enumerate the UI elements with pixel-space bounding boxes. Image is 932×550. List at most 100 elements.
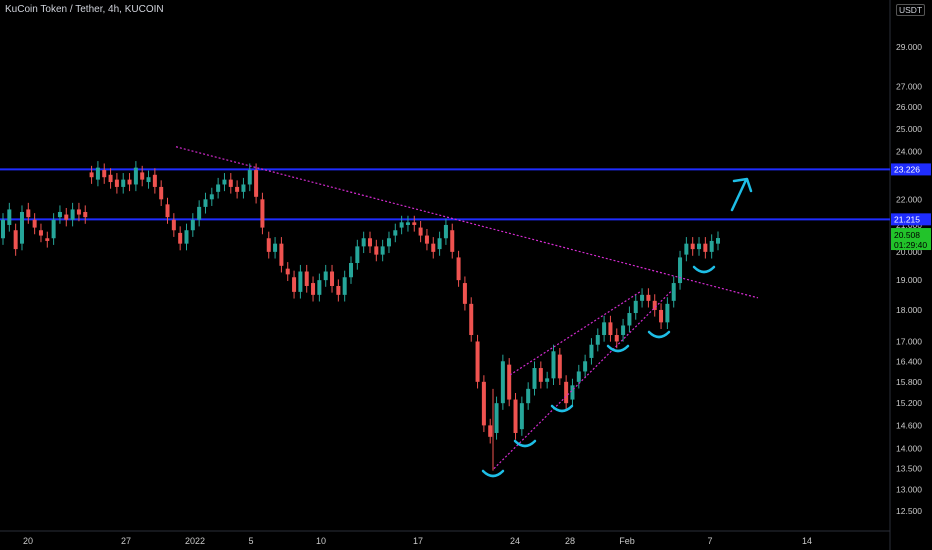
candle-body[interactable] xyxy=(89,172,94,178)
candle-body[interactable] xyxy=(241,184,246,192)
candle-body[interactable] xyxy=(108,174,113,183)
candle-body[interactable] xyxy=(146,177,151,183)
candle-body[interactable] xyxy=(405,222,410,225)
candle-body[interactable] xyxy=(102,170,107,178)
candle-body[interactable] xyxy=(342,277,347,295)
candle-body[interactable] xyxy=(678,257,683,284)
candle-body[interactable] xyxy=(646,294,651,301)
candle-body[interactable] xyxy=(254,170,259,197)
candle-body[interactable] xyxy=(475,341,480,382)
candle-body[interactable] xyxy=(456,257,461,281)
candle-body[interactable] xyxy=(437,238,442,250)
candle-body[interactable] xyxy=(178,232,183,244)
candle-body[interactable] xyxy=(26,209,31,218)
candle-body[interactable] xyxy=(380,246,385,255)
candle-body[interactable] xyxy=(570,385,575,400)
candle-body[interactable] xyxy=(159,186,164,200)
candle-body[interactable] xyxy=(538,368,543,382)
candle-body[interactable] xyxy=(576,371,581,382)
candle-body[interactable] xyxy=(443,224,448,239)
candle-body[interactable] xyxy=(665,303,670,323)
candle-body[interactable] xyxy=(589,344,594,358)
candle-body[interactable] xyxy=(412,222,417,225)
descending-trendline[interactable] xyxy=(175,146,759,299)
candle-body[interactable] xyxy=(70,209,75,220)
candle-body[interactable] xyxy=(532,368,537,389)
candle-body[interactable] xyxy=(323,271,328,281)
candle-body[interactable] xyxy=(7,209,12,225)
candle-body[interactable] xyxy=(481,381,486,426)
candle-body[interactable] xyxy=(266,238,271,252)
candle-body[interactable] xyxy=(545,378,550,382)
candle-body[interactable] xyxy=(602,322,607,336)
candle-body[interactable] xyxy=(621,325,626,336)
candle-body[interactable] xyxy=(260,199,265,228)
candle-body[interactable] xyxy=(557,354,562,379)
candle-body[interactable] xyxy=(564,381,569,404)
candle-body[interactable] xyxy=(450,230,455,252)
candle-body[interactable] xyxy=(690,243,695,250)
candle-body[interactable] xyxy=(399,222,404,228)
candle-body[interactable] xyxy=(361,238,366,247)
candle-body[interactable] xyxy=(273,243,278,252)
candle-body[interactable] xyxy=(494,403,499,433)
candle-body[interactable] xyxy=(652,300,657,310)
candle-body[interactable] xyxy=(462,283,467,304)
candle-body[interactable] xyxy=(235,186,240,192)
candle-body[interactable] xyxy=(608,322,613,336)
candle-body[interactable] xyxy=(640,294,645,301)
candle-body[interactable] xyxy=(13,230,18,250)
candle-body[interactable] xyxy=(716,238,720,244)
candle-body[interactable] xyxy=(614,335,619,342)
candle-body[interactable] xyxy=(57,211,62,218)
candle-body[interactable] xyxy=(304,271,309,286)
candle-body[interactable] xyxy=(349,263,354,278)
candle-body[interactable] xyxy=(519,403,524,430)
candle-body[interactable] xyxy=(317,280,322,295)
candle-body[interactable] xyxy=(633,300,638,314)
candle-body[interactable] xyxy=(709,240,714,252)
candle-body[interactable] xyxy=(488,425,493,437)
candle-body[interactable] xyxy=(311,283,316,295)
candle-body[interactable] xyxy=(32,219,37,228)
candle-body[interactable] xyxy=(165,204,170,218)
candle-body[interactable] xyxy=(1,219,5,239)
candle-body[interactable] xyxy=(336,285,341,295)
candle-body[interactable] xyxy=(292,277,297,292)
candle-body[interactable] xyxy=(367,238,372,247)
candle-body[interactable] xyxy=(222,179,227,185)
candle-body[interactable] xyxy=(671,283,676,301)
candle-body[interactable] xyxy=(298,271,303,292)
candle-body[interactable] xyxy=(330,271,335,286)
candle-body[interactable] xyxy=(83,211,88,218)
candle-body[interactable] xyxy=(140,172,145,180)
candle-body[interactable] xyxy=(76,209,81,215)
candle-body[interactable] xyxy=(595,335,600,345)
candle-body[interactable] xyxy=(133,167,138,185)
candle-body[interactable] xyxy=(393,230,398,236)
candle-body[interactable] xyxy=(513,399,518,433)
candle-body[interactable] xyxy=(184,230,189,244)
candle-body[interactable] xyxy=(469,303,474,336)
candle-body[interactable] xyxy=(285,268,290,275)
candle-body[interactable] xyxy=(64,214,69,220)
rising-support-trendline[interactable] xyxy=(493,289,673,469)
candle-body[interactable] xyxy=(507,364,512,400)
candle-body[interactable] xyxy=(659,309,664,323)
candle-body[interactable] xyxy=(19,211,24,244)
candle-body[interactable] xyxy=(190,219,195,231)
candle-body[interactable] xyxy=(95,167,100,180)
candle-body[interactable] xyxy=(551,351,556,379)
candle-body[interactable] xyxy=(114,179,119,187)
candle-body[interactable] xyxy=(627,313,632,326)
candle-body[interactable] xyxy=(386,238,391,247)
candle-body[interactable] xyxy=(684,243,689,255)
candle-body[interactable] xyxy=(197,206,202,220)
candle-body[interactable] xyxy=(418,227,423,236)
candle-body[interactable] xyxy=(526,388,531,404)
candle-body[interactable] xyxy=(216,184,221,192)
candle-body[interactable] xyxy=(121,179,126,187)
candle-body[interactable] xyxy=(228,179,233,187)
candle-body[interactable] xyxy=(209,194,214,200)
